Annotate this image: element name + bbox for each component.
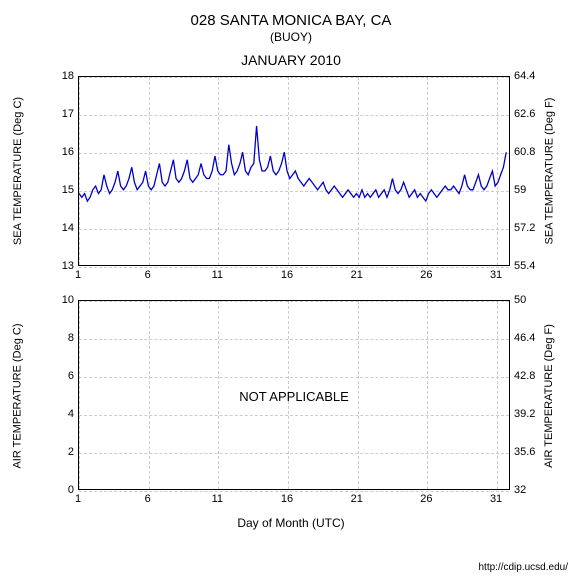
ytick-label: 60.8 <box>514 146 535 158</box>
ytick-label: 17 <box>62 108 74 120</box>
ytick-label: 57.2 <box>514 222 535 234</box>
ytick-label: 16 <box>62 146 74 158</box>
sea-temperature-panel <box>78 76 510 266</box>
xtick-label: 6 <box>140 269 156 281</box>
ytick-label: 2 <box>68 446 74 458</box>
xtick-label: 21 <box>349 493 365 505</box>
title-main: 028 SANTA MONICA BAY, CA <box>0 12 582 29</box>
footer-url: http://cdip.ucsd.edu/ <box>478 562 568 573</box>
ytick-label: 14 <box>62 222 74 234</box>
xtick-label: 16 <box>279 269 295 281</box>
ytick-label: 18 <box>62 70 74 82</box>
xtick-label: 11 <box>209 493 225 505</box>
xtick-label: 11 <box>209 269 225 281</box>
air-temperature-panel: NOT APPLICABLE <box>78 300 510 490</box>
xtick-label: 31 <box>488 493 504 505</box>
xtick-label: 26 <box>418 269 434 281</box>
xtick-label: 21 <box>349 269 365 281</box>
ytick-label: 50 <box>514 294 526 306</box>
ytick-label: 42.8 <box>514 370 535 382</box>
ytick-label: 59 <box>514 184 526 196</box>
xtick-label: 26 <box>418 493 434 505</box>
xtick-label: 6 <box>140 493 156 505</box>
xtick-label: 31 <box>488 269 504 281</box>
ytick-label: 32 <box>514 484 526 496</box>
ytick-label: 4 <box>68 408 74 420</box>
ytick-label: 46.4 <box>514 332 535 344</box>
ytick-label: 55.4 <box>514 260 535 272</box>
ytick-label: 35.6 <box>514 446 535 458</box>
ytick-label: 64.4 <box>514 70 535 82</box>
sea-temp-ylabel-fahrenheit: SEA TEMPERATURE (Deg F) <box>543 98 555 245</box>
xtick-label: 1 <box>70 269 86 281</box>
sea-temp-ylabel-celsius: SEA TEMPERATURE (Deg C) <box>12 97 24 245</box>
air-temp-ylabel-celsius: AIR TEMPERATURE (Deg C) <box>12 323 24 468</box>
ytick-label: 39.2 <box>514 408 535 420</box>
x-axis-label: Day of Month (UTC) <box>0 516 582 530</box>
ytick-label: 62.6 <box>514 108 535 120</box>
sea-temp-series <box>79 77 509 265</box>
chart-container: 028 SANTA MONICA BAY, CA (BUOY) JANUARY … <box>0 0 582 581</box>
ytick-label: 10 <box>62 294 74 306</box>
title-subtype: (BUOY) <box>0 30 582 44</box>
title-month: JANUARY 2010 <box>0 52 582 68</box>
xtick-label: 1 <box>70 493 86 505</box>
ytick-label: 8 <box>68 332 74 344</box>
not-applicable-text: NOT APPLICABLE <box>79 389 509 404</box>
ytick-label: 6 <box>68 370 74 382</box>
xtick-label: 16 <box>279 493 295 505</box>
air-temp-ylabel-fahrenheit: AIR TEMPERATURE (Deg F) <box>543 324 555 468</box>
ytick-label: 15 <box>62 184 74 196</box>
